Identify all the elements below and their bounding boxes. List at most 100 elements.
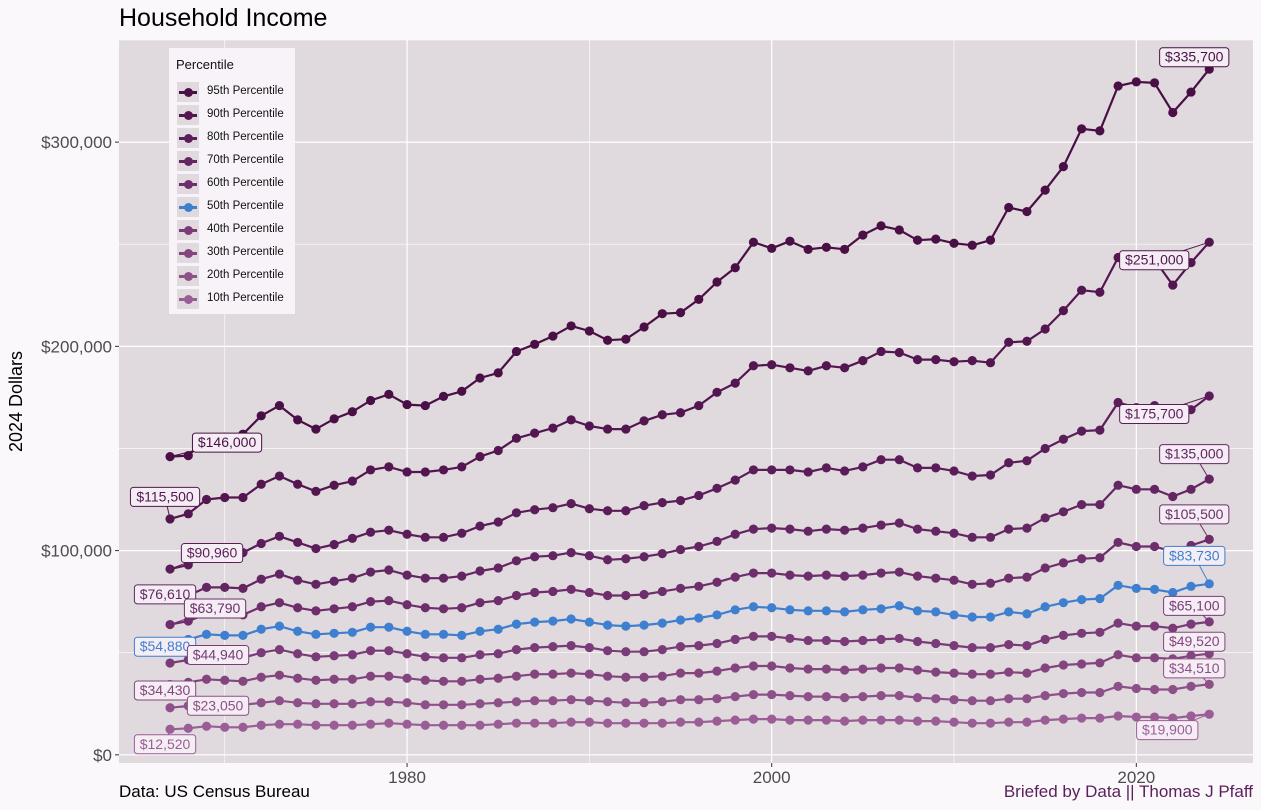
data-point bbox=[548, 586, 558, 597]
data-point bbox=[949, 695, 959, 705]
data-point bbox=[1058, 688, 1068, 699]
data-point bbox=[840, 571, 850, 581]
data-point bbox=[912, 665, 923, 675]
data-point bbox=[420, 720, 430, 730]
data-point bbox=[329, 699, 339, 709]
data-point bbox=[329, 604, 339, 614]
data-point bbox=[347, 650, 357, 660]
data-point bbox=[748, 714, 759, 724]
data-point bbox=[274, 645, 285, 655]
data-point bbox=[493, 517, 503, 527]
data-point bbox=[876, 520, 886, 530]
data-point bbox=[584, 421, 594, 431]
annotation-box bbox=[1119, 250, 1190, 271]
data-point bbox=[712, 536, 722, 547]
data-point bbox=[438, 573, 449, 583]
legend-key-point bbox=[184, 180, 193, 189]
data-point bbox=[402, 467, 412, 477]
data-point bbox=[420, 603, 430, 613]
data-point bbox=[1168, 491, 1178, 502]
data-point bbox=[840, 607, 850, 617]
data-point bbox=[1149, 78, 1160, 88]
data-point bbox=[1186, 87, 1196, 97]
data-point bbox=[584, 617, 594, 627]
data-point bbox=[438, 653, 449, 663]
data-point bbox=[420, 675, 430, 685]
annotation-box bbox=[1119, 403, 1190, 424]
data-point bbox=[712, 577, 722, 587]
data-point bbox=[347, 476, 357, 486]
data-point bbox=[311, 486, 321, 496]
data-point bbox=[165, 619, 175, 630]
data-point bbox=[365, 527, 376, 537]
data-point bbox=[1040, 443, 1050, 454]
data-point bbox=[511, 590, 522, 601]
data-point bbox=[931, 607, 941, 617]
data-point bbox=[621, 334, 631, 344]
data-point bbox=[384, 646, 394, 656]
data-point bbox=[694, 613, 704, 623]
series-30th-percentile bbox=[165, 649, 1214, 690]
data-point bbox=[220, 492, 230, 503]
data-point bbox=[420, 467, 430, 477]
data-point bbox=[657, 618, 667, 628]
data-point bbox=[1022, 456, 1032, 466]
data-point bbox=[256, 538, 266, 549]
annotation: $19,900 bbox=[1136, 713, 1210, 741]
data-point bbox=[730, 378, 740, 388]
data-point bbox=[201, 494, 212, 505]
data-point bbox=[712, 694, 722, 704]
data-point bbox=[803, 715, 813, 725]
data-point bbox=[912, 606, 923, 616]
data-point bbox=[712, 716, 722, 726]
data-point bbox=[365, 719, 376, 729]
data-point bbox=[1113, 580, 1123, 590]
data-point bbox=[420, 700, 430, 710]
series-line bbox=[169, 582, 1210, 644]
data-point bbox=[530, 669, 540, 679]
legend-item: 90th Percentile bbox=[173, 104, 293, 126]
data-point bbox=[183, 723, 193, 733]
annotation-label: $115,500 bbox=[136, 488, 194, 504]
data-point bbox=[274, 400, 285, 411]
data-point bbox=[183, 451, 193, 461]
annotation-box bbox=[1136, 720, 1199, 741]
data-point bbox=[967, 471, 977, 481]
data-point bbox=[1058, 434, 1068, 444]
data-point bbox=[530, 505, 540, 515]
annotation-box bbox=[1163, 595, 1226, 616]
annotation-label: $175,700 bbox=[1125, 405, 1184, 421]
data-point bbox=[402, 719, 412, 729]
data-point bbox=[785, 236, 795, 246]
data-point bbox=[365, 671, 376, 681]
data-point bbox=[420, 629, 430, 639]
data-point bbox=[457, 528, 467, 538]
data-point bbox=[894, 663, 904, 673]
data-point bbox=[311, 543, 321, 554]
data-point bbox=[1077, 554, 1087, 564]
annotation: $146,000 bbox=[169, 432, 263, 458]
data-point bbox=[876, 634, 886, 645]
data-point bbox=[530, 617, 540, 627]
data-point bbox=[347, 573, 357, 583]
data-point bbox=[1058, 660, 1068, 670]
data-point bbox=[274, 621, 285, 631]
data-point bbox=[767, 689, 777, 700]
data-point bbox=[493, 698, 503, 708]
data-point bbox=[548, 616, 558, 626]
data-point bbox=[511, 619, 522, 629]
legend-key bbox=[177, 289, 199, 309]
data-point bbox=[912, 693, 923, 703]
data-point bbox=[511, 671, 522, 681]
data-point bbox=[548, 503, 558, 513]
data-point bbox=[894, 715, 904, 725]
annotation: $44,940 bbox=[169, 645, 250, 666]
data-point bbox=[329, 628, 339, 638]
data-point bbox=[730, 529, 740, 539]
data-point bbox=[238, 492, 248, 503]
data-point bbox=[730, 475, 740, 485]
data-point bbox=[694, 668, 704, 678]
series-line bbox=[169, 538, 1210, 626]
annotation: $251,000 bbox=[1119, 241, 1210, 271]
legend-item: 10th Percentile bbox=[173, 288, 293, 310]
